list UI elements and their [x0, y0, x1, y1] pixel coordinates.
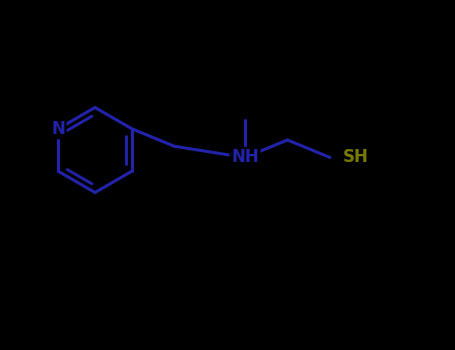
Text: NH: NH	[231, 148, 259, 167]
Text: SH: SH	[343, 148, 369, 167]
Text: N: N	[51, 120, 65, 138]
